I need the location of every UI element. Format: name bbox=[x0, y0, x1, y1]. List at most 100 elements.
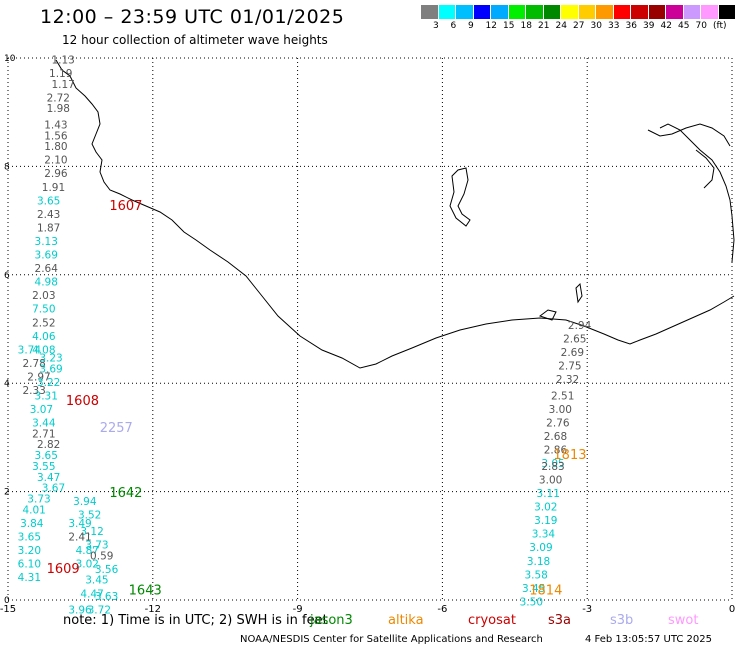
wave-height-value: 3.58 bbox=[524, 569, 547, 581]
x-tick-label: -15 bbox=[0, 604, 16, 615]
altimeter-tracks: 1.13 1.191.172.721.98 1.431.561.80 2.102.96… bbox=[18, 54, 592, 616]
wave-height-value: 3.96 bbox=[68, 605, 92, 617]
legend-swatch bbox=[421, 5, 439, 19]
legend-label: 70 bbox=[695, 21, 707, 31]
wave-height-value: 7.50 bbox=[32, 304, 55, 316]
wave-height-value: 2.78 bbox=[22, 358, 45, 370]
wave-height-value: 1.19 bbox=[49, 68, 72, 80]
legend-label: 21 bbox=[538, 21, 550, 31]
wave-height-value: 3.20 bbox=[18, 545, 41, 557]
legend-swatch bbox=[473, 5, 491, 19]
wave-height-value: 4.98 bbox=[35, 277, 58, 289]
wave-height-value: 3.55 bbox=[32, 461, 55, 473]
wave-height-value: 2.69 bbox=[561, 347, 584, 359]
legend-label: 3 bbox=[433, 21, 439, 31]
pass-time-label: 1643 bbox=[129, 584, 162, 599]
pass-time-label: 1814 bbox=[529, 584, 562, 599]
x-tick-label: -6 bbox=[437, 604, 447, 615]
wave-height-value: 2.32 bbox=[556, 374, 579, 386]
satellite-legend-altika: altika bbox=[388, 613, 424, 628]
pass-time-label: 1607 bbox=[109, 199, 142, 214]
wave-height-value: 2.68 bbox=[544, 431, 567, 443]
pass-time-label: 1608 bbox=[66, 394, 99, 409]
wave-height-value: 3.65 bbox=[35, 450, 58, 462]
wave-height-value: 3.05 bbox=[541, 458, 564, 470]
wave-height-value: 1.91 bbox=[42, 182, 65, 194]
wave-height-value: 1.13 bbox=[51, 54, 74, 66]
wave-height-value: 3.23 bbox=[39, 353, 62, 365]
y-tick-label: 6 bbox=[4, 271, 10, 281]
wave-height-value: 3.65 bbox=[18, 531, 41, 543]
wave-height-value: 2.71 bbox=[32, 428, 55, 440]
wave-height-value: 4.01 bbox=[22, 504, 45, 516]
legend-swatch bbox=[666, 5, 684, 19]
legend-swatch bbox=[438, 5, 456, 19]
coastline-segment bbox=[695, 149, 715, 189]
legend-swatch bbox=[491, 5, 509, 19]
legend-swatch bbox=[613, 5, 631, 19]
credit-line: NOAA/NESDIS Center for Satellite Applica… bbox=[240, 634, 543, 645]
map-grid bbox=[7, 57, 733, 601]
legend-label: 18 bbox=[520, 21, 532, 31]
pass-time-label: 2257 bbox=[100, 421, 133, 436]
wave-height-value: 3.74 bbox=[18, 344, 42, 356]
wave-height-value: 0.59 bbox=[90, 550, 113, 562]
wave-height-value: 3.07 bbox=[30, 404, 53, 416]
wave-height-value: 4.31 bbox=[18, 572, 41, 584]
wave-height-value: 3.02 bbox=[76, 558, 99, 570]
y-tick-label: 8 bbox=[4, 162, 10, 172]
wave-height-value: 2.65 bbox=[563, 334, 586, 346]
wave-height-value: 3.11 bbox=[537, 488, 560, 500]
legend-label: 6 bbox=[450, 21, 457, 31]
wave-height-value: 1.56 bbox=[44, 130, 68, 142]
legend-swatch bbox=[596, 5, 614, 19]
legend-label: (ft) bbox=[713, 21, 727, 31]
satellite-legend-swot: swot bbox=[668, 613, 699, 628]
pass-time-label: 1609 bbox=[47, 562, 80, 577]
wave-height-value: 3.69 bbox=[39, 363, 62, 375]
y-tick-label: 10 bbox=[4, 54, 16, 64]
wave-height-value: 2.75 bbox=[558, 361, 581, 373]
legend-color-bar bbox=[421, 5, 736, 19]
wave-height-value: 3.22 bbox=[37, 377, 60, 389]
coastline-segment bbox=[449, 167, 471, 227]
wave-height-value: 3.67 bbox=[42, 483, 65, 495]
legend-label: 45 bbox=[678, 21, 690, 31]
x-tick-label: -12 bbox=[145, 604, 161, 615]
wave-height-value: 4.87 bbox=[76, 545, 99, 557]
pass-time-label: 1642 bbox=[109, 486, 142, 501]
wave-height-value: 3.18 bbox=[527, 556, 550, 568]
wave-height-value: 3.44 bbox=[32, 418, 56, 430]
satellite-legend-s3a: s3a bbox=[548, 613, 572, 628]
legend-labels: 3 6 9 12 15 18 21 24 27 30 33 36 39 42 45 70 (ft) bbox=[421, 19, 736, 33]
y-tick-label: 2 bbox=[4, 488, 10, 498]
wave-height-value: 3.45 bbox=[85, 575, 108, 587]
wave-height-value: 3.13 bbox=[35, 236, 58, 248]
legend-label: 39 bbox=[643, 21, 655, 31]
page-title: 12:00 – 23:59 UTC 01/01/2025 bbox=[40, 6, 345, 28]
x-tick-label: 0 bbox=[729, 604, 735, 615]
legend-swatch bbox=[508, 5, 526, 19]
wave-height-value: 1.87 bbox=[37, 222, 60, 234]
legend-swatch bbox=[578, 5, 596, 19]
legend-label: 24 bbox=[555, 21, 567, 31]
map-axes: -15 -12 -9 -6 -3 0 0 2 4 6 8 10 bbox=[0, 54, 735, 615]
wave-height-value: 6.10 bbox=[18, 558, 41, 570]
wave-height-value: 3.45 bbox=[522, 583, 545, 595]
legend-label: 15 bbox=[503, 21, 515, 31]
y-tick-label: 0 bbox=[4, 596, 10, 606]
wave-height-value: 3.50 bbox=[520, 596, 543, 608]
wave-height-value: 1.98 bbox=[47, 103, 70, 115]
satellite-legend-jason3: jason3 bbox=[310, 613, 353, 628]
wave-height-value: 4.08 bbox=[32, 344, 55, 356]
wave-height-value: 2.96 bbox=[44, 168, 68, 180]
x-tick-label: -3 bbox=[582, 604, 592, 615]
wave-height-value: 2.51 bbox=[551, 390, 574, 402]
wave-height-value: 3.84 bbox=[20, 518, 44, 530]
legend-swatch bbox=[718, 5, 736, 19]
wave-height-value: 2.97 bbox=[27, 371, 50, 383]
wave-height-value: 1.43 bbox=[44, 119, 67, 131]
coastline-segment bbox=[538, 309, 557, 321]
